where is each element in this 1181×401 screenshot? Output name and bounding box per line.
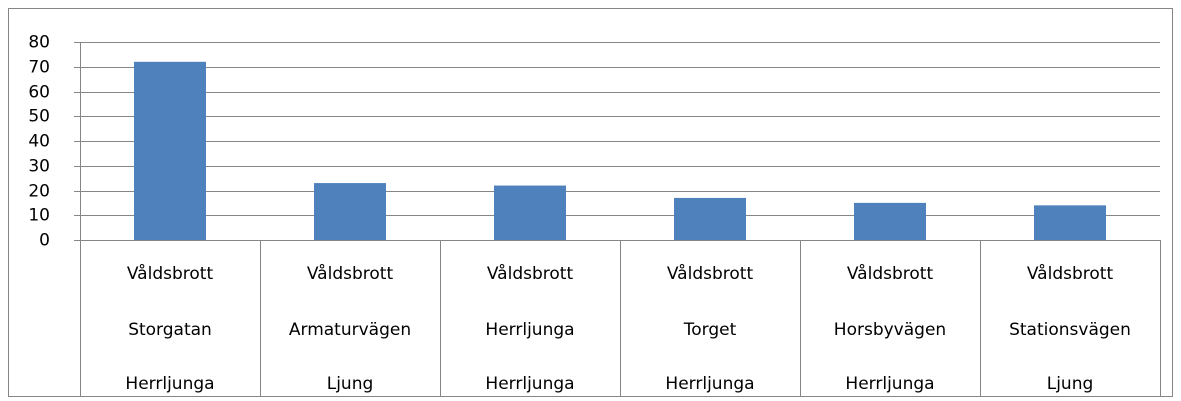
x-tick-label: Herrljunga <box>485 374 574 394</box>
x-tick-label: Armaturvägen <box>289 320 411 340</box>
y-tick-label: 70 <box>28 58 50 78</box>
x-tick-label: Torget <box>683 320 737 340</box>
x-tick-label: Ljung <box>327 374 374 394</box>
bar <box>1034 205 1106 240</box>
bar <box>494 185 566 240</box>
x-tick-label: Våldsbrott <box>307 263 394 284</box>
y-tick-label: 40 <box>28 132 50 152</box>
x-tick-label: Herrljunga <box>665 374 754 394</box>
y-tick-label: 10 <box>28 206 50 226</box>
x-tick-label: Horsbyvägen <box>834 320 946 340</box>
x-tick-label: Storgatan <box>128 320 212 340</box>
x-tick-label: Våldsbrott <box>847 263 934 284</box>
x-tick-label: Våldsbrott <box>667 263 754 284</box>
x-tick-label: Våldsbrott <box>1027 263 1114 284</box>
x-tick-label: Herrljunga <box>485 320 574 340</box>
y-tick-label: 30 <box>28 157 50 177</box>
bar <box>854 202 926 240</box>
y-tick-label: 80 <box>28 33 50 53</box>
y-tick-label: 0 <box>39 231 50 251</box>
y-tick-label: 60 <box>28 83 50 103</box>
x-tick-label: Våldsbrott <box>487 263 574 284</box>
x-tick-label: Våldsbrott <box>127 263 214 284</box>
x-tick-label: Herrljunga <box>845 374 934 394</box>
x-tick-label: Stationsvägen <box>1009 320 1131 340</box>
y-tick-label: 20 <box>28 182 50 202</box>
bar <box>314 183 386 240</box>
bar <box>134 61 206 240</box>
bar <box>674 197 746 240</box>
x-tick-label: Ljung <box>1047 374 1094 394</box>
x-tick-label: Herrljunga <box>125 374 214 394</box>
y-tick-label: 50 <box>28 107 50 127</box>
